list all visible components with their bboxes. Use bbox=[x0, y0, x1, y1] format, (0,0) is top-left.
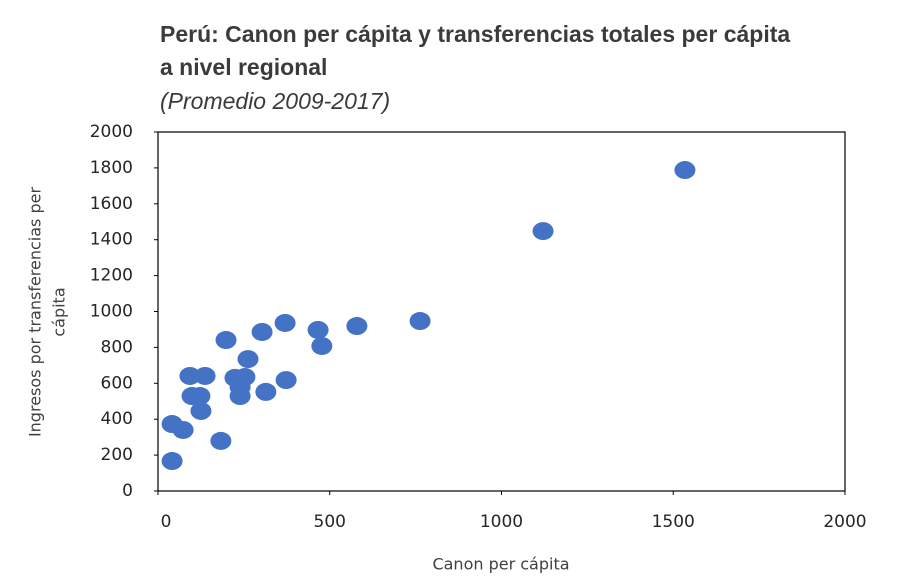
chart-title: a nivel regional bbox=[160, 54, 327, 80]
point bbox=[274, 313, 296, 332]
y-tick-label: 1000 bbox=[90, 302, 133, 322]
y-tick-label: 1600 bbox=[90, 194, 133, 214]
point bbox=[237, 350, 259, 369]
point bbox=[532, 222, 554, 241]
y-tick-label: 1200 bbox=[90, 266, 133, 286]
point bbox=[229, 387, 251, 406]
y-tick-label: 200 bbox=[101, 445, 133, 465]
chart-title: Perú: Canon per cápita y transferencias … bbox=[160, 21, 790, 47]
point bbox=[215, 331, 237, 350]
point bbox=[255, 382, 277, 401]
point bbox=[210, 431, 232, 450]
y-tick-label: 0 bbox=[122, 481, 133, 501]
y-tick-label: 600 bbox=[101, 373, 133, 393]
point bbox=[311, 336, 333, 355]
chart-subtitle: (Promedio 2009-2017) bbox=[160, 88, 390, 114]
x-tick-label: 1000 bbox=[480, 512, 523, 532]
point bbox=[194, 366, 216, 385]
x-tick-label: 500 bbox=[314, 512, 346, 532]
y-axis-title: cápita bbox=[50, 287, 69, 336]
y-tick-label: 2000 bbox=[90, 122, 133, 142]
point bbox=[346, 317, 368, 336]
point bbox=[190, 401, 212, 420]
point bbox=[409, 312, 431, 331]
point bbox=[179, 366, 201, 385]
x-axis-title: Canon per cápita bbox=[432, 555, 569, 574]
point bbox=[161, 452, 183, 471]
y-tick-label: 1400 bbox=[90, 230, 133, 250]
y-axis-title: Ingresos por transferencias per bbox=[26, 187, 45, 438]
plot-frame bbox=[157, 131, 846, 492]
x-tick-label: 0 bbox=[161, 512, 172, 532]
point bbox=[307, 320, 329, 339]
point bbox=[189, 387, 211, 406]
y-tick-label: 1800 bbox=[90, 158, 133, 178]
y-tick-label: 800 bbox=[101, 337, 133, 357]
point bbox=[172, 420, 194, 439]
point bbox=[674, 161, 696, 180]
x-tick-label: 2000 bbox=[823, 512, 866, 532]
point bbox=[251, 322, 273, 341]
x-tick-label: 1500 bbox=[652, 512, 695, 532]
point bbox=[275, 371, 297, 390]
y-tick-label: 400 bbox=[101, 409, 133, 429]
